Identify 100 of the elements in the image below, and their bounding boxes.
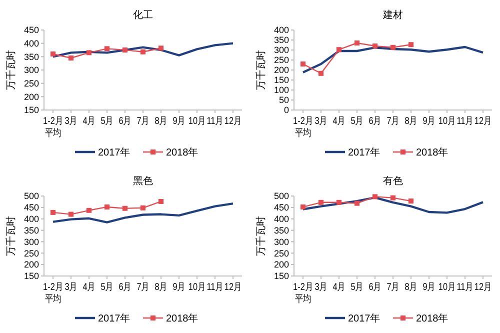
x-tick-label: 8月 [154, 115, 168, 126]
point [354, 200, 360, 206]
x-tick-label: 3月 [64, 115, 78, 126]
x-tick-label: 11月 [206, 115, 224, 126]
y-tick-label: 300 [274, 45, 289, 56]
point [372, 194, 378, 200]
point [158, 198, 164, 204]
point [50, 210, 56, 215]
point [68, 56, 74, 60]
y-tick-label: 300 [24, 65, 39, 76]
legend-label: 2017年 [98, 146, 130, 158]
line-series [52, 42, 234, 58]
y-tick-label: 150 [274, 75, 289, 86]
x-tick-label: 4月 [82, 281, 96, 292]
x-tick-label: 5月 [350, 281, 364, 292]
y-tick-label: 300 [24, 236, 39, 247]
point [122, 48, 128, 52]
y-tick-label: 500 [24, 191, 39, 202]
x-tick-label: 11月 [206, 281, 224, 292]
y-tick-label: 250 [24, 248, 39, 258]
point [300, 62, 306, 66]
y-tick-label: 400 [274, 25, 289, 36]
y-tick-label: 350 [24, 225, 39, 236]
legend-label: 2018年 [416, 146, 448, 158]
x-tick-label: 6月 [368, 115, 382, 126]
point [318, 200, 324, 205]
x-tick-label: 7月 [386, 281, 400, 292]
y-tick-label: 50 [278, 95, 289, 106]
x-tick-label: 12月 [474, 281, 492, 292]
x-tick-label: 9月 [172, 281, 186, 292]
chart-title: 建材 [382, 9, 403, 21]
y-tick-label: 300 [274, 236, 289, 247]
y-tick-label: 150 [274, 271, 289, 282]
y-tick-label: 350 [24, 52, 39, 62]
x-tick-label: 1-2月平均 [43, 281, 63, 304]
y-tick-label: 250 [274, 55, 289, 66]
y-tick-label: 250 [274, 248, 289, 258]
legend-label: 2017年 [348, 312, 380, 324]
y-tick-label: 350 [274, 35, 289, 46]
y-tick-label: 400 [24, 214, 39, 224]
x-tick-label: 1-2月平均 [43, 115, 63, 138]
point [140, 205, 146, 210]
x-tick-label: 11月 [456, 281, 474, 292]
x-tick-label: 12月 [224, 115, 242, 126]
x-tick-label: 4月 [332, 115, 346, 126]
chart-title: 化工 [133, 9, 153, 21]
point [372, 44, 378, 48]
point [68, 212, 74, 217]
x-tick-label: 5月 [350, 115, 364, 126]
y-tick-label: 250 [24, 78, 39, 88]
chart-title: 黑色 [133, 175, 153, 187]
x-tick-label: 5月 [100, 281, 114, 292]
x-tick-label: 10月 [188, 281, 206, 292]
y-axis-title: 万千瓦时 [5, 216, 17, 256]
x-tick-label: 7月 [136, 115, 150, 126]
point [300, 204, 306, 210]
chart-title: 有色 [383, 175, 403, 187]
x-tick-label: 6月 [118, 115, 132, 126]
y-tick-label: 450 [24, 25, 39, 36]
x-tick-label: 1-2月平均 [293, 281, 313, 304]
x-tick-label: 9月 [422, 281, 436, 292]
x-tick-label: 7月 [386, 115, 400, 126]
y-axis-title: 万千瓦时 [5, 50, 17, 90]
y-axis-title: 万千瓦时 [255, 50, 267, 90]
x-tick-label: 8月 [404, 281, 418, 292]
point [408, 198, 414, 204]
point [86, 50, 92, 56]
y-tick-label: 450 [24, 202, 39, 213]
x-tick-label: 10月 [438, 115, 456, 126]
x-tick-label: 10月 [438, 281, 456, 292]
point [408, 42, 414, 48]
legend-label: 2018年 [416, 312, 448, 324]
x-tick-label: 1-2月平均 [293, 115, 313, 138]
x-tick-label: 6月 [118, 281, 132, 292]
y-tick-label: 350 [274, 225, 289, 236]
y-tick-label: 500 [274, 191, 289, 202]
x-tick-label: 4月 [82, 115, 96, 126]
x-tick-label: 12月 [474, 115, 492, 126]
point [104, 204, 110, 210]
y-tick-label: 200 [24, 260, 39, 270]
y-tick-label: 150 [24, 105, 39, 116]
point [86, 208, 92, 213]
point [318, 70, 324, 76]
y-tick-label: 200 [274, 65, 289, 76]
legend-label: 2017年 [348, 146, 380, 158]
point [158, 46, 164, 51]
legend-label: 2018年 [166, 146, 198, 158]
y-tick-label: 400 [274, 214, 289, 224]
x-tick-label: 3月 [64, 281, 78, 292]
x-tick-label: 4月 [332, 281, 346, 292]
point [140, 49, 146, 54]
line-series [52, 202, 234, 224]
point [336, 200, 342, 205]
point [104, 46, 110, 52]
legend-label: 2017年 [98, 312, 130, 324]
y-tick-label: 450 [274, 202, 289, 213]
x-tick-label: 10月 [188, 115, 206, 126]
point [354, 40, 360, 46]
x-tick-label: 3月 [314, 281, 328, 292]
y-tick-label: 0 [284, 105, 289, 116]
